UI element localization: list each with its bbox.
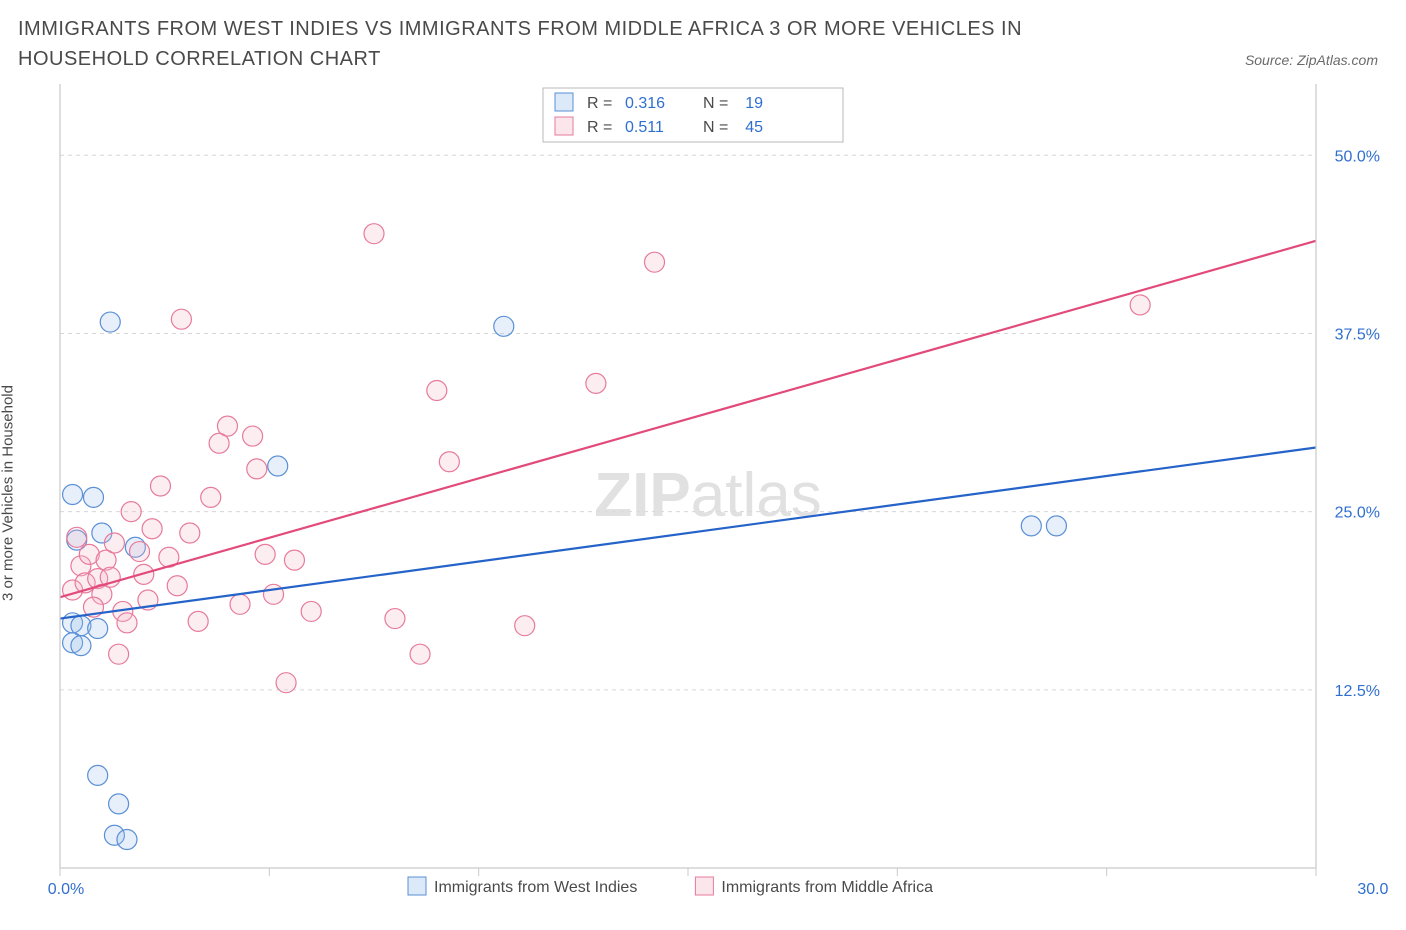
data-point xyxy=(264,584,284,604)
data-point xyxy=(247,459,267,479)
legend-r-label: R = xyxy=(587,119,612,136)
header-row: IMMIGRANTS FROM WEST INDIES VS IMMIGRANT… xyxy=(18,14,1388,74)
data-point xyxy=(104,533,124,553)
data-point xyxy=(171,309,191,329)
data-point xyxy=(439,452,459,472)
data-point xyxy=(385,609,405,629)
data-point xyxy=(364,224,384,244)
data-point xyxy=(117,613,137,633)
data-point xyxy=(586,373,606,393)
data-point xyxy=(410,644,430,664)
data-point xyxy=(63,485,83,505)
y-axis-label: 3 or more Vehicles in Household xyxy=(0,385,17,601)
source-label: Source: ZipAtlas.com xyxy=(1245,52,1388,74)
bottom-legend-label: Immigrants from West Indies xyxy=(434,879,637,896)
data-point xyxy=(100,312,120,332)
data-point xyxy=(130,542,150,562)
data-point xyxy=(268,456,288,476)
data-point xyxy=(201,487,221,507)
data-point xyxy=(71,636,91,656)
data-point xyxy=(301,601,321,621)
data-point xyxy=(88,765,108,785)
x-tick-label: 0.0% xyxy=(48,881,84,898)
data-point xyxy=(276,673,296,693)
data-point xyxy=(515,616,535,636)
y-tick-label: 25.0% xyxy=(1335,505,1380,522)
data-point xyxy=(109,644,129,664)
y-tick-label: 50.0% xyxy=(1335,148,1380,165)
data-point xyxy=(1046,516,1066,536)
bottom-legend-swatch xyxy=(408,877,426,895)
x-tick-label: 30.0% xyxy=(1357,881,1388,898)
plot-area: 3 or more Vehicles in Household ZIPatlas… xyxy=(18,78,1388,908)
data-point xyxy=(188,611,208,631)
y-tick-label: 37.5% xyxy=(1335,326,1380,343)
data-point xyxy=(284,550,304,570)
data-point xyxy=(180,523,200,543)
data-point xyxy=(217,416,237,436)
bottom-legend-label: Immigrants from Middle Africa xyxy=(721,879,933,896)
legend-r-label: R = xyxy=(587,95,612,112)
bottom-legend-swatch xyxy=(695,877,713,895)
legend-r-value: 0.511 xyxy=(625,119,664,136)
legend-r-value: 0.316 xyxy=(625,95,665,112)
data-point xyxy=(121,502,141,522)
legend-swatch xyxy=(555,117,573,135)
chart-title: IMMIGRANTS FROM WEST INDIES VS IMMIGRANT… xyxy=(18,14,1138,74)
data-point xyxy=(142,519,162,539)
data-point xyxy=(494,316,514,336)
trend-line xyxy=(60,241,1316,597)
y-tick-label: 12.5% xyxy=(1335,683,1380,700)
legend-n-value: 45 xyxy=(745,119,763,136)
legend-n-label: N = xyxy=(703,119,728,136)
scatter-chart: ZIPatlas12.5%25.0%37.5%50.0%0.0%30.0%R =… xyxy=(18,78,1388,908)
data-point xyxy=(230,594,250,614)
data-point xyxy=(243,426,263,446)
data-point xyxy=(150,476,170,496)
data-point xyxy=(67,527,87,547)
data-point xyxy=(83,487,103,507)
data-point xyxy=(427,380,447,400)
legend-n-label: N = xyxy=(703,95,728,112)
data-point xyxy=(167,576,187,596)
data-point xyxy=(1021,516,1041,536)
data-point xyxy=(1130,295,1150,315)
data-point xyxy=(88,619,108,639)
legend-swatch xyxy=(555,93,573,111)
data-point xyxy=(109,794,129,814)
data-point xyxy=(645,252,665,272)
data-point xyxy=(117,829,137,849)
legend-n-value: 19 xyxy=(745,95,763,112)
data-point xyxy=(255,544,275,564)
